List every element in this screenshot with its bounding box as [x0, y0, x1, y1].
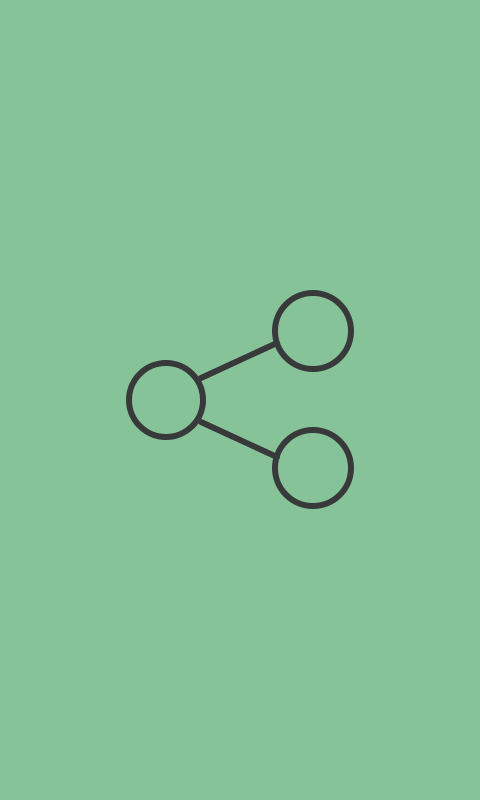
- share-connector-top: [198, 340, 280, 381]
- share-node-bottom: [272, 427, 354, 509]
- share-connector-bottom: [198, 419, 280, 460]
- share-icon-glyph: [126, 290, 354, 509]
- share-node-top: [272, 290, 354, 372]
- share-node-left: [126, 360, 206, 440]
